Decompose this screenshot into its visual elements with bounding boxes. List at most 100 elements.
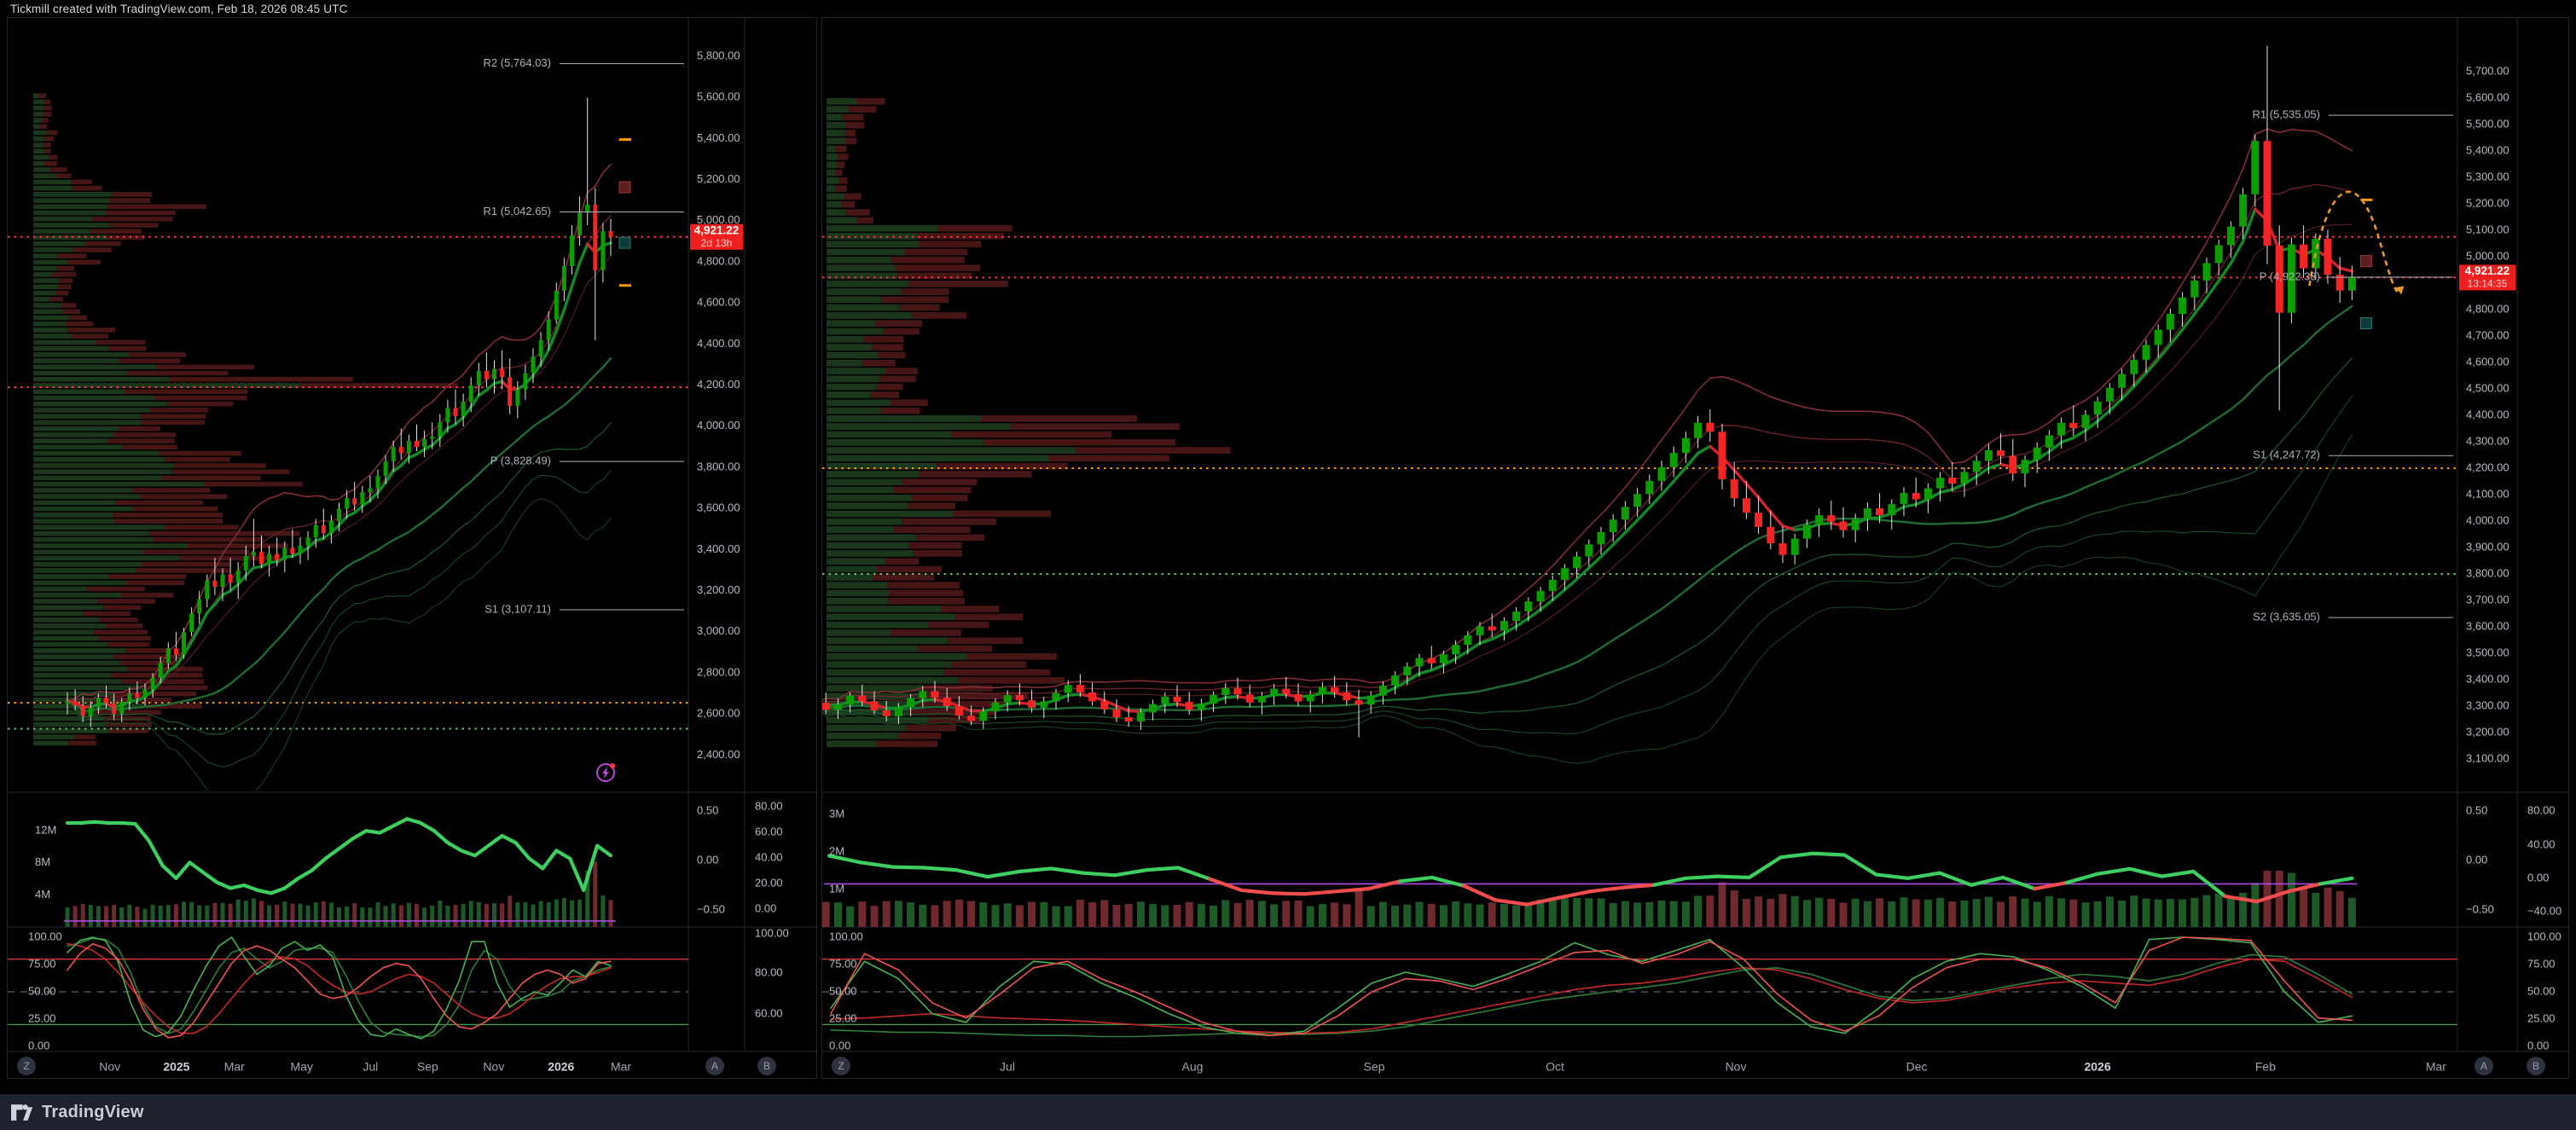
time-tick-2025: 2025	[163, 1060, 189, 1074]
svg-text:25.00: 25.00	[2527, 1011, 2556, 1024]
svg-text:4,400.00: 4,400.00	[697, 337, 740, 350]
volume-profile	[827, 98, 1231, 747]
svg-text:0.00: 0.00	[28, 1039, 49, 1052]
svg-text:P (4,922.38): P (4,922.38)	[2260, 269, 2320, 282]
svg-text:2,600.00: 2,600.00	[697, 707, 740, 720]
level-marker-dash[interactable]	[2360, 198, 2373, 201]
svg-text:100.00: 100.00	[755, 926, 789, 939]
flash-event-icon[interactable]	[596, 762, 616, 782]
svg-text:8M: 8M	[35, 855, 50, 868]
svg-text:0.00: 0.00	[2527, 871, 2549, 884]
svg-text:3,800.00: 3,800.00	[697, 460, 740, 472]
svg-text:S1 (3,107.11): S1 (3,107.11)	[484, 602, 551, 615]
time-tick-2026: 2026	[2084, 1060, 2110, 1074]
svg-text:5,600.00: 5,600.00	[2466, 90, 2509, 103]
order-marker-red[interactable]	[618, 181, 631, 194]
svg-text:5,200.00: 5,200.00	[697, 172, 740, 185]
time-tick-Mar: Mar	[611, 1060, 631, 1074]
bar-countdown: 2d 13h	[701, 237, 733, 249]
svg-text:0.00: 0.00	[697, 853, 718, 866]
timezone-button[interactable]: Z	[832, 1057, 850, 1075]
time-tick-Feb: Feb	[2255, 1060, 2276, 1074]
tradingview-logo-text: TradingView	[42, 1102, 144, 1121]
svg-text:4,500.00: 4,500.00	[2466, 381, 2509, 394]
volume-pane	[64, 817, 616, 927]
svg-text:Z: Z	[838, 1060, 844, 1072]
tradingview-logo-icon	[11, 1104, 33, 1121]
svg-text:Z: Z	[23, 1060, 29, 1072]
svg-text:3,000.00: 3,000.00	[697, 624, 740, 637]
svg-text:S1 (4,247.72): S1 (4,247.72)	[2253, 449, 2320, 461]
svg-text:0.00: 0.00	[755, 901, 776, 914]
time-tick-2026: 2026	[548, 1060, 574, 1074]
stochastic-pane	[8, 936, 688, 1040]
svg-text:4,800.00: 4,800.00	[697, 254, 740, 267]
svg-text:4,000.00: 4,000.00	[2466, 513, 2509, 526]
chart-panel-weekly[interactable]: R2 (5,764.03) R1 (5,042.65) P (3,828.49) S1…	[7, 17, 818, 1080]
svg-text:3,600.00: 3,600.00	[2466, 619, 2509, 632]
timezone-button[interactable]: Z	[17, 1057, 36, 1075]
svg-text:5,000.00: 5,000.00	[697, 213, 740, 226]
projection-arrow[interactable]	[2308, 190, 2403, 295]
scale-b-button[interactable]: B	[2527, 1057, 2545, 1075]
svg-text:75.00: 75.00	[28, 957, 56, 970]
svg-text:B: B	[763, 1060, 770, 1072]
volume-pane	[822, 851, 2358, 927]
svg-text:4M: 4M	[35, 888, 50, 901]
svg-text:0.00: 0.00	[2527, 1039, 2549, 1052]
chart-panel-daily[interactable]: R1 (5,535.05) P (4,922.38) S1 (4,247.72) S2…	[821, 17, 2570, 1080]
svg-text:75.00: 75.00	[829, 957, 857, 970]
svg-text:50.00: 50.00	[28, 984, 56, 997]
scale-a-button[interactable]: A	[2474, 1057, 2493, 1075]
svg-text:4,400.00: 4,400.00	[2466, 408, 2509, 420]
order-marker-teal[interactable]	[2359, 317, 2372, 329]
candles	[822, 45, 2356, 738]
order-marker-teal[interactable]	[618, 236, 631, 249]
time-tick-Dec: Dec	[1906, 1060, 1928, 1074]
svg-text:5,300.00: 5,300.00	[2466, 170, 2509, 183]
svg-text:5,400.00: 5,400.00	[2466, 143, 2509, 156]
level-marker-dash[interactable]	[619, 138, 631, 142]
svg-text:5,200.00: 5,200.00	[2466, 196, 2509, 209]
svg-text:3,200.00: 3,200.00	[2466, 725, 2509, 738]
right-chart-svg[interactable]: R1 (5,535.05) P (4,922.38) S1 (4,247.72) S2…	[822, 18, 2570, 1080]
time-tick-Aug: Aug	[1182, 1060, 1204, 1074]
svg-text:4,200.00: 4,200.00	[697, 378, 740, 391]
svg-text:5,800.00: 5,800.00	[697, 49, 740, 61]
bar-countdown: 13:14:35	[2468, 278, 2508, 290]
time-tick-Sep: Sep	[1364, 1060, 1385, 1074]
svg-text:5,600.00: 5,600.00	[697, 90, 740, 103]
svg-text:4,100.00: 4,100.00	[2466, 487, 2509, 500]
svg-text:25.00: 25.00	[829, 1011, 857, 1024]
svg-text:B: B	[2532, 1060, 2539, 1072]
svg-text:3,300.00: 3,300.00	[2466, 698, 2509, 711]
svg-text:4,800.00: 4,800.00	[2466, 302, 2509, 315]
order-marker-red[interactable]	[2359, 255, 2372, 268]
snapshot-caption: Tickmill created with TradingView.com, F…	[10, 3, 348, 15]
svg-text:2,800.00: 2,800.00	[697, 665, 740, 678]
svg-text:3M: 3M	[829, 807, 844, 820]
svg-text:5,400.00: 5,400.00	[697, 131, 740, 144]
svg-text:40.00: 40.00	[2527, 837, 2556, 850]
time-tick-Jul: Jul	[363, 1060, 378, 1074]
svg-text:60.00: 60.00	[755, 1006, 783, 1019]
svg-text:3,700.00: 3,700.00	[2466, 593, 2509, 606]
svg-text:5,000.00: 5,000.00	[2466, 249, 2509, 262]
svg-text:3,100.00: 3,100.00	[2466, 751, 2509, 764]
svg-text:3,400.00: 3,400.00	[2466, 672, 2509, 685]
left-chart-svg[interactable]: R2 (5,764.03) R1 (5,042.65) P (3,828.49) S1…	[8, 18, 818, 1080]
svg-text:−0.50: −0.50	[2466, 902, 2494, 915]
scale-a-button[interactable]: A	[705, 1057, 724, 1075]
svg-text:40.00: 40.00	[755, 850, 783, 863]
stochastic-pane	[822, 936, 2457, 1038]
svg-text:R2 (5,764.03): R2 (5,764.03)	[484, 56, 552, 69]
level-marker-dash[interactable]	[619, 284, 631, 287]
scale-b-button[interactable]: B	[757, 1057, 776, 1075]
svg-text:80.00: 80.00	[2527, 803, 2556, 816]
svg-text:3,500.00: 3,500.00	[2466, 646, 2509, 658]
svg-text:−0.50: −0.50	[697, 902, 725, 915]
last-price-value: 4,921.22	[2465, 264, 2510, 277]
svg-text:100.00: 100.00	[829, 930, 863, 942]
